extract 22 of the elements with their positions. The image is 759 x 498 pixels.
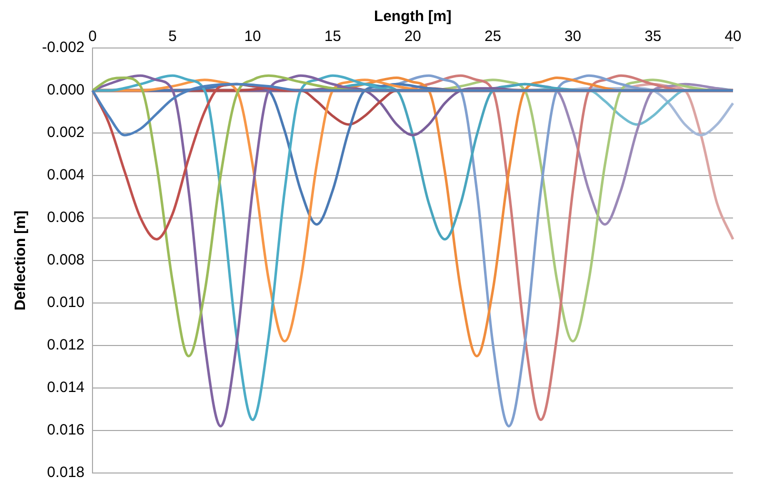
y-tick-label: 0.014 — [46, 379, 85, 396]
y-tick-label: 0.004 — [46, 166, 85, 184]
y-tick-label: 0.008 — [46, 252, 85, 269]
x-tick-label: 15 — [324, 28, 342, 46]
x-tick-label: 0 — [88, 28, 97, 46]
y-tick-label: 0.010 — [46, 294, 85, 312]
x-tick-label: 10 — [244, 28, 261, 46]
y-tick-label: 0.002 — [46, 124, 85, 142]
y-tick-label: 0.006 — [46, 209, 85, 226]
x-tick-label: 25 — [484, 28, 502, 46]
y-tick-label: 0.016 — [46, 422, 85, 439]
x-tick-label: 20 — [404, 28, 422, 46]
y-tick-label: -0.002 — [42, 39, 85, 56]
x-tick-label: 5 — [168, 28, 177, 46]
x-tick-label: 40 — [724, 28, 742, 46]
x-tick-label: 35 — [644, 28, 662, 46]
x-tick-label: 30 — [564, 28, 582, 46]
y-axis-title: Deflection [m] — [12, 210, 30, 311]
y-tick-label: 0.012 — [46, 336, 85, 354]
y-tick-label: 0.018 — [46, 464, 85, 482]
y-tick-label: 0.000 — [46, 82, 85, 99]
x-axis-title: Length [m] — [374, 8, 452, 26]
